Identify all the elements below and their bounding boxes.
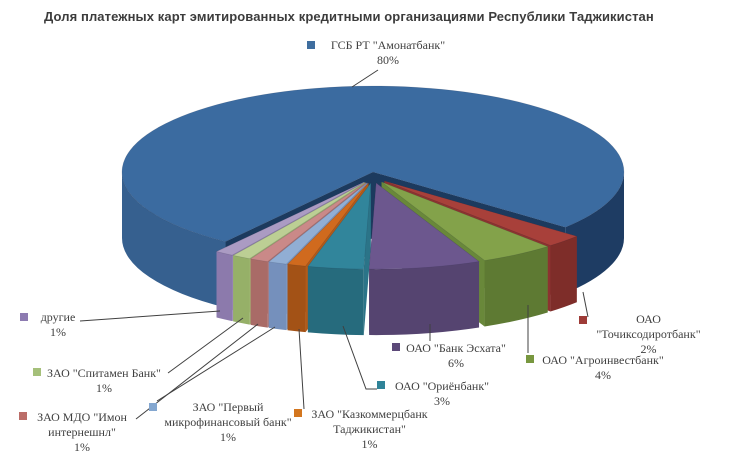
pie-slice-agro[interactable] — [381, 181, 549, 261]
slice-label-pmb: ЗАО "Первый микрофинансовый банк" 1% — [160, 400, 296, 445]
slice-label-line: 1% — [220, 430, 236, 444]
pie-slice-amonat[interactable] — [121, 85, 625, 242]
slice-label-imon: ЗАО МДО "Имон интернешнл" 1% — [34, 410, 130, 455]
slice-label-amonat: ГСБ РТ "Амонатбанк" 80% — [322, 38, 454, 68]
pie-slice-orien-wall — [307, 266, 364, 336]
legend-marker-amonat — [307, 41, 315, 49]
slice-label-line: 1% — [96, 381, 112, 395]
slice-label-line: 2% — [640, 342, 657, 356]
leader-line-pmb — [156, 326, 276, 402]
leader-line-tojik — [582, 291, 589, 318]
leader-line-orien — [342, 325, 377, 390]
pie-slice-kazkom[interactable] — [286, 182, 369, 267]
slice-label-line: 1% — [361, 437, 378, 451]
legend-marker-orien — [377, 381, 385, 389]
pie-slice-eskhata[interactable] — [368, 182, 480, 270]
slice-label-line: 1% — [74, 440, 90, 454]
slice-label-line: Таджикистан" — [333, 422, 406, 436]
slice-label-line: 3% — [434, 394, 450, 408]
slice-label-line: 6% — [448, 356, 464, 370]
pie-slice-pmb-wall — [268, 261, 287, 331]
slice-label-line: ЗАО МДО "Имон — [37, 410, 127, 424]
slice-label-line: 1% — [50, 325, 66, 339]
leader-line-spitamen — [167, 317, 244, 374]
pie-slice-others[interactable] — [215, 181, 365, 256]
pie-slice-tojik[interactable] — [384, 180, 578, 246]
pie-slice-imon[interactable] — [249, 182, 367, 262]
legend-marker-others — [20, 313, 28, 321]
pie-slice-pmb[interactable] — [268, 182, 368, 265]
pie-slice-eskhata-wall — [369, 261, 480, 336]
legend-marker-eskhata — [392, 343, 400, 351]
pie-slice-imon-wall — [250, 258, 268, 328]
pie-slice-spitamen-wall — [233, 255, 250, 325]
slice-label-spitamen: ЗАО "Спитамен Банк" 1% — [46, 366, 162, 396]
slice-label-line: ОАО "Ориёнбанк" — [394, 379, 490, 393]
leader-line-amonat — [351, 69, 379, 88]
chart-title: Доля платежных карт эмитированных кредит… — [44, 9, 654, 24]
legend-marker-tojik — [579, 316, 587, 324]
pie-slice-spitamen[interactable] — [232, 181, 366, 259]
slice-label-orien: ОАО "Ориёнбанк" 3% — [392, 379, 492, 409]
legend-marker-spitamen — [33, 368, 41, 376]
slice-label-line: "Точиксодиротбанк" — [596, 327, 701, 341]
leader-line-kazkom — [298, 328, 305, 410]
legend-marker-kazkom — [294, 409, 302, 417]
slice-label-line: ЗАО "Казкоммерцбанк — [311, 407, 428, 421]
slice-label-tojik: ОАО "Точиксодиротбанк" 2% — [592, 312, 705, 357]
slice-label-line: ЗАО "Первый — [192, 400, 264, 414]
slice-label-line: другие — [40, 310, 76, 324]
slice-label-line: ЗАО "Спитамен Банк" — [47, 366, 161, 380]
legend-marker-pmb — [149, 403, 157, 411]
slice-label-line: интернешнл" — [48, 425, 116, 439]
slice-label-line: ОАО — [636, 312, 661, 326]
slice-label-kazkom: ЗАО "Казкоммерцбанк Таджикистан" 1% — [308, 407, 431, 452]
slice-label-line: 80% — [377, 53, 399, 67]
legend-marker-imon — [19, 412, 27, 420]
pie-slice-others-wall — [216, 251, 233, 322]
slice-label-agro: ОАО "Агроинвестбанк" 4% — [534, 353, 672, 383]
slice-label-others: другие 1% — [36, 310, 80, 340]
pie-slice-amonat-wall — [121, 172, 226, 308]
slice-label-line: ГСБ РТ "Амонатбанк" — [330, 38, 446, 52]
slice-label-line: ОАО "Агроинвестбанк" — [542, 353, 664, 367]
pie-slice-kazkom-wall — [287, 264, 306, 333]
slice-label-line: микрофинансовый банк" — [164, 415, 292, 429]
slice-label-eskhata: ОАО "Банк Эсхата" 6% — [405, 341, 507, 371]
slice-label-line: ОАО "Банк Эсхата" — [406, 341, 506, 355]
slice-label-line: 4% — [595, 368, 611, 382]
pie-slice-tojik-wall — [550, 236, 577, 312]
pie-slice-orien[interactable] — [307, 182, 372, 270]
pie-slice-agro-wall — [484, 246, 548, 327]
pie-slice-amonat-wall — [565, 172, 624, 294]
legend-marker-agro — [526, 355, 534, 363]
leader-line-others — [79, 310, 221, 322]
